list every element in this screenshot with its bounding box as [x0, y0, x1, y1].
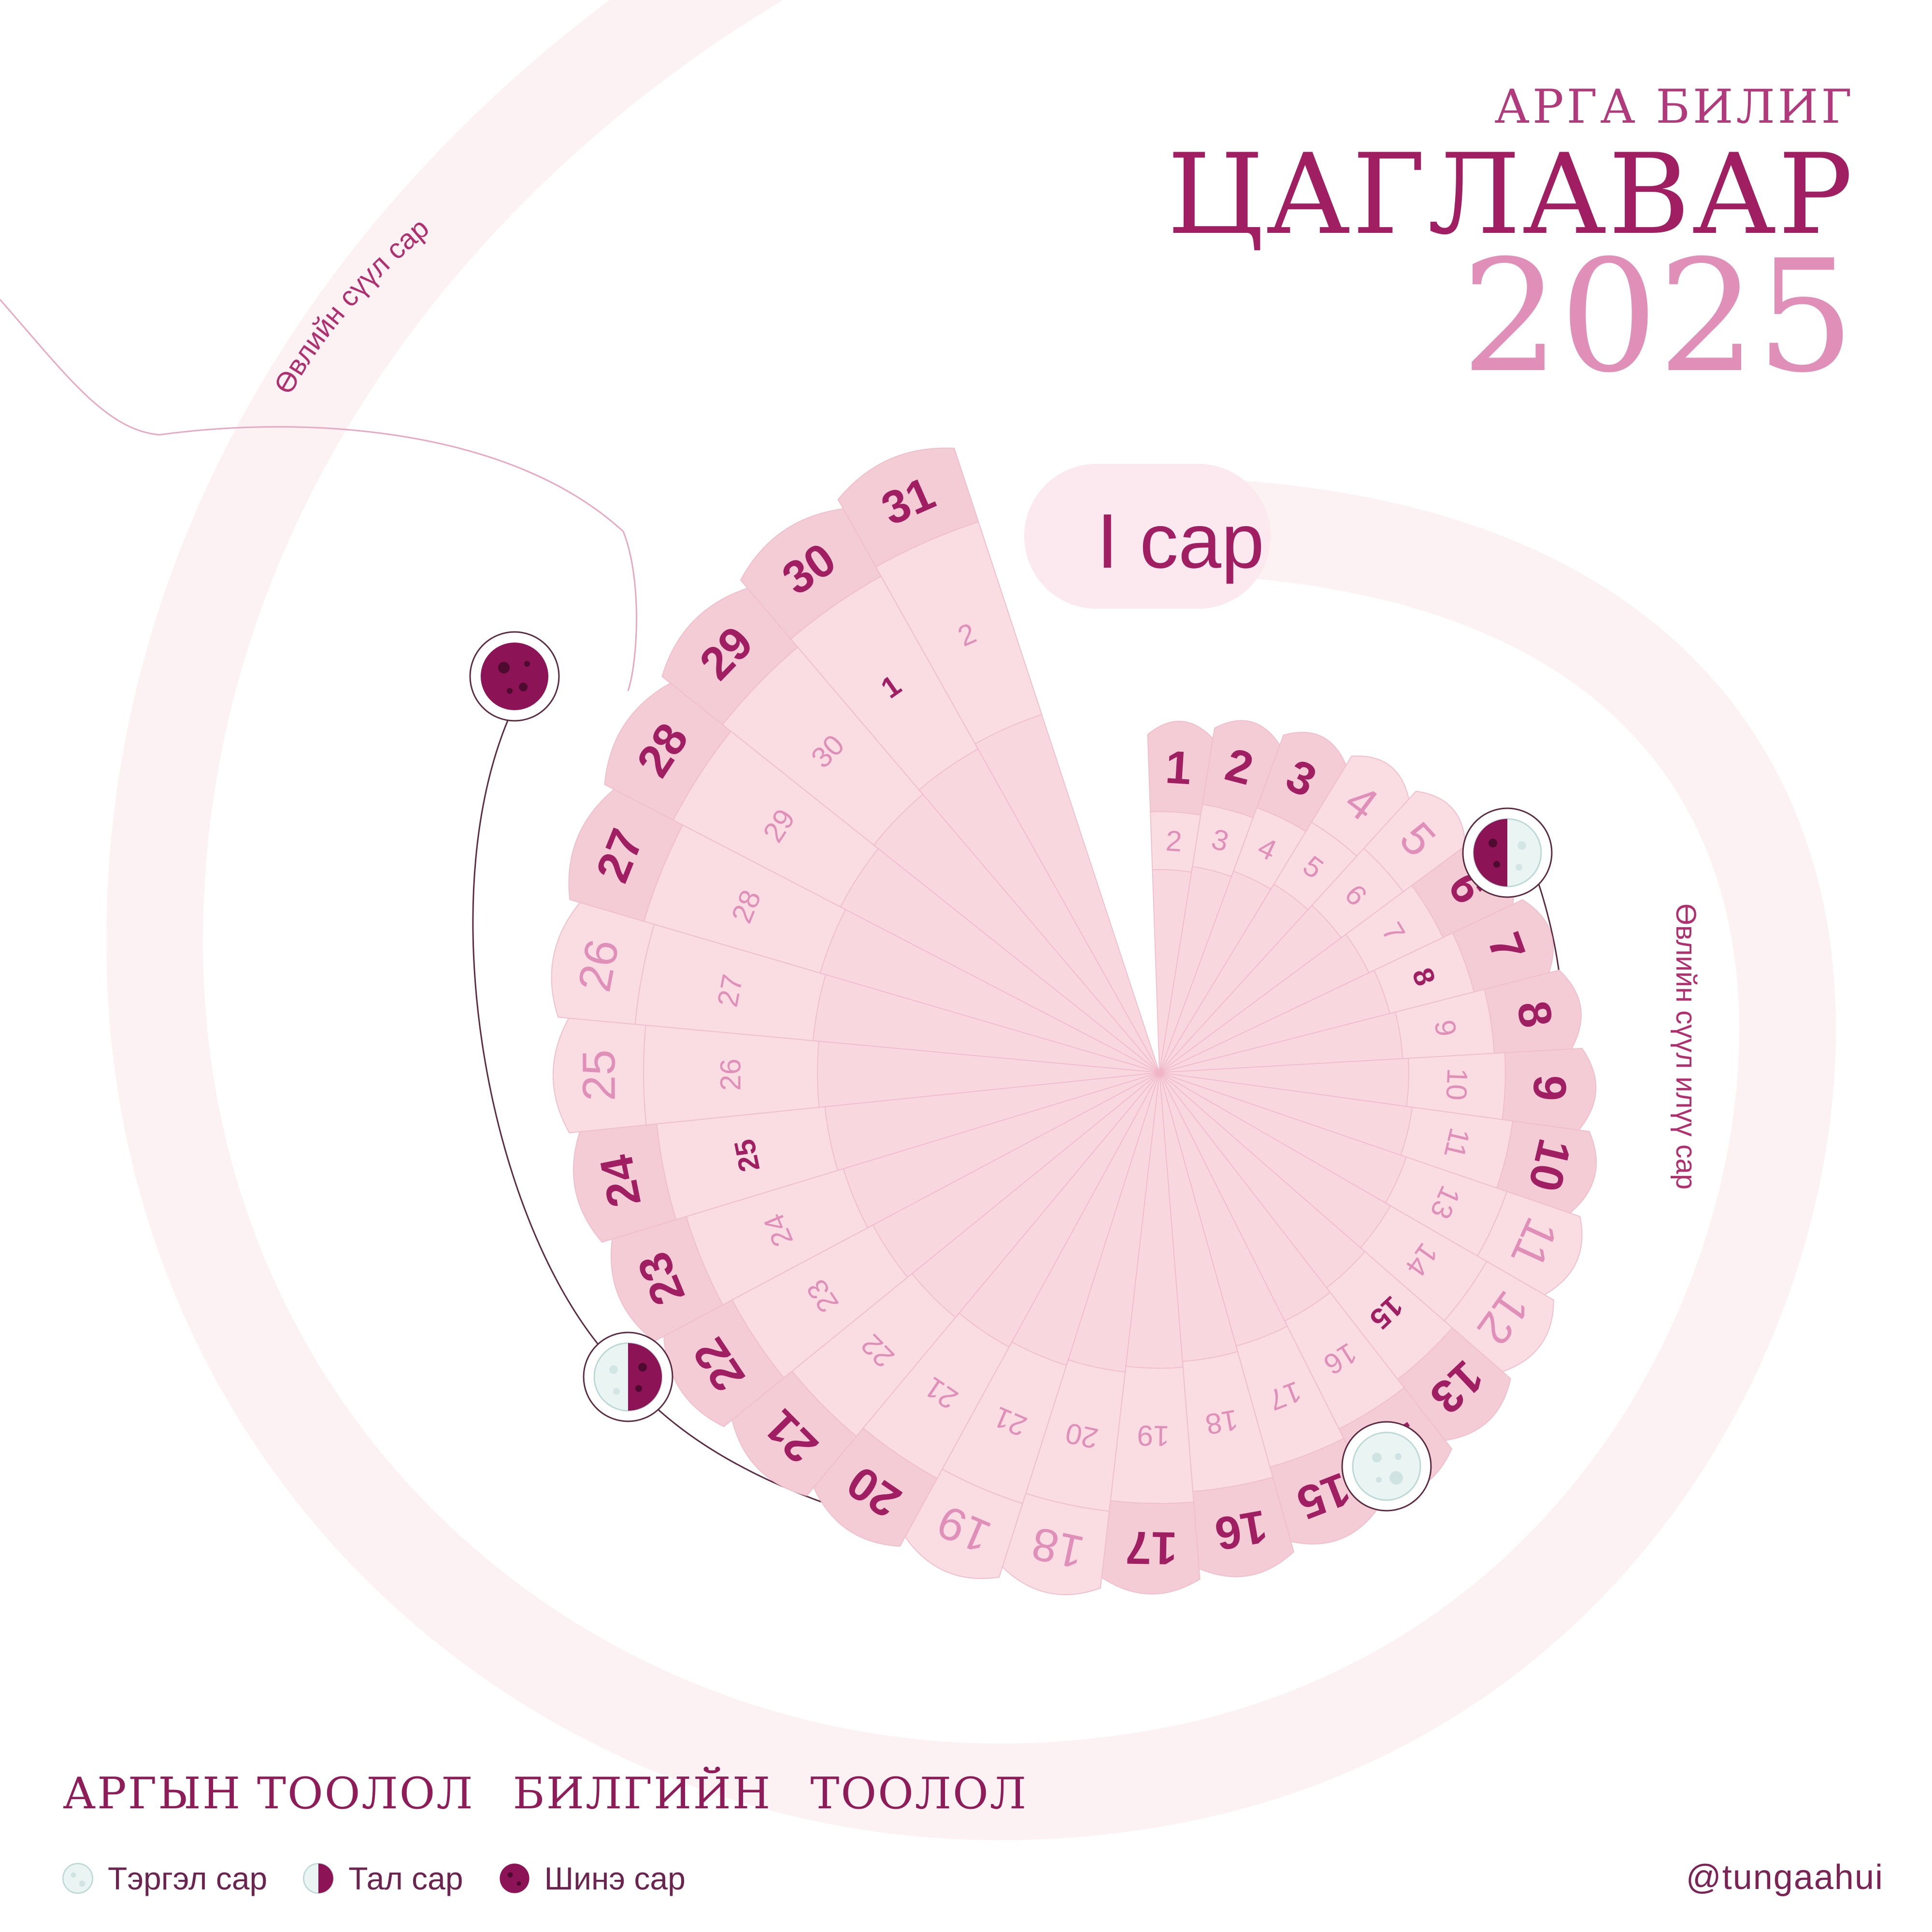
page-title: ЦАГЛАВАР	[1167, 130, 1855, 259]
lunar-day-number: 26	[714, 1059, 746, 1091]
solar-day-number: 9	[1523, 1074, 1576, 1102]
new-moon-marker	[469, 631, 560, 722]
full-moon-icon	[1352, 1431, 1421, 1501]
solar-day-cell	[1256, 731, 1347, 832]
solar-day-cell	[813, 1427, 938, 1547]
lunar-day-number: 27	[711, 972, 749, 1009]
lunar-day-number: 2	[1165, 824, 1183, 858]
lunar-count-heading-2: ТООЛОЛ	[810, 1768, 1028, 1819]
legend-item-new-moon: Шинэ сар	[497, 1860, 686, 1897]
legend-item-full-moon: Тэргэл сар	[60, 1860, 267, 1897]
lunar-day-number: 10	[1440, 1068, 1474, 1101]
full-moon-marker	[1341, 1421, 1432, 1512]
solar-day-cell	[837, 447, 979, 568]
solar-day-number: 25	[573, 1049, 625, 1101]
solar-day-cell	[552, 1017, 647, 1133]
solar-count-heading: АРГЫН ТООЛОЛ	[63, 1768, 474, 1819]
half-moon-icon	[593, 1342, 663, 1412]
solar-day-cell	[604, 682, 732, 821]
solar-day-cell	[1484, 969, 1582, 1054]
last-quarter-marker	[583, 1331, 673, 1422]
half-moon-icon	[1473, 818, 1542, 887]
author-credit: @tungaahui	[1686, 1858, 1884, 1897]
solar-day-cell	[551, 902, 655, 1025]
lunar-day-number: 11	[1438, 1125, 1476, 1161]
solar-day-cell	[1192, 1476, 1294, 1577]
moon-phase-markers	[469, 631, 1553, 1512]
solar-day-cell	[1476, 1190, 1583, 1296]
solar-day-cell	[1002, 1492, 1110, 1595]
half-moon-icon	[303, 1863, 334, 1894]
solar-day-cell	[1363, 790, 1466, 893]
solar-day-cell	[1502, 1047, 1597, 1131]
solar-day-number: 16	[1211, 1500, 1271, 1560]
lunar-count-heading: БИЛГИЙН	[513, 1768, 772, 1819]
solar-day-cell	[731, 1370, 858, 1496]
solar-day-cell	[1147, 720, 1214, 816]
solar-day-cell	[1397, 1327, 1511, 1441]
legend-label: Шинэ сар	[544, 1860, 686, 1896]
solar-day-cell	[1202, 720, 1281, 818]
lunar-day-number: 25	[728, 1136, 766, 1174]
right-period-label: Өвлийн сүүл илүү сар	[1670, 903, 1702, 1189]
footer-headings: АРГЫН ТООЛОЛ БИЛГИЙН ТООЛОЛ	[63, 1768, 1028, 1819]
year-label: 2025	[1461, 227, 1855, 407]
solar-day-cell	[573, 1123, 677, 1243]
month-label: I сар	[1097, 498, 1264, 584]
solar-day-number: 10	[1518, 1134, 1581, 1196]
solar-day-cell	[904, 1468, 1023, 1579]
solar-day-cell	[740, 508, 882, 640]
lunar-day-number: 18	[1203, 1403, 1240, 1441]
new-moon-icon	[481, 643, 548, 710]
solar-day-cell	[1101, 1500, 1201, 1595]
first-quarter-marker	[1462, 807, 1553, 898]
spiral-band	[106, 0, 1836, 1840]
full-moon-icon	[62, 1863, 93, 1894]
solar-day-number: 18	[1027, 1517, 1088, 1578]
decorative-curve	[0, 299, 637, 691]
solar-day-cell	[568, 788, 684, 922]
lunar-day-number: 20	[1062, 1417, 1101, 1455]
legend: Тэргэл сар Тал сар Шинэ сар	[60, 1860, 705, 1897]
solar-day-cell	[1311, 755, 1410, 857]
solar-day-number: 24	[590, 1151, 651, 1212]
solar-day-cell	[610, 1216, 724, 1342]
lunar-day-number: 19	[1137, 1419, 1170, 1452]
solar-day-cell	[1452, 899, 1554, 993]
new-moon-icon	[499, 1863, 530, 1893]
solar-day-number: 17	[1125, 1521, 1178, 1574]
legend-label: Тэргэл сар	[108, 1860, 268, 1896]
solar-day-cell	[1496, 1120, 1597, 1214]
spiral-calendar: 1223344556677889910101111131214131514161…	[551, 447, 1597, 1595]
header-kicker: АРГА БИЛИГ	[1494, 80, 1855, 134]
legend-item-half-moon: Тал сар	[301, 1860, 463, 1897]
solar-day-number: 26	[568, 935, 629, 996]
solar-day-number: 1	[1164, 741, 1193, 794]
legend-label: Тал сар	[348, 1860, 463, 1896]
solar-day-cell	[661, 587, 799, 726]
